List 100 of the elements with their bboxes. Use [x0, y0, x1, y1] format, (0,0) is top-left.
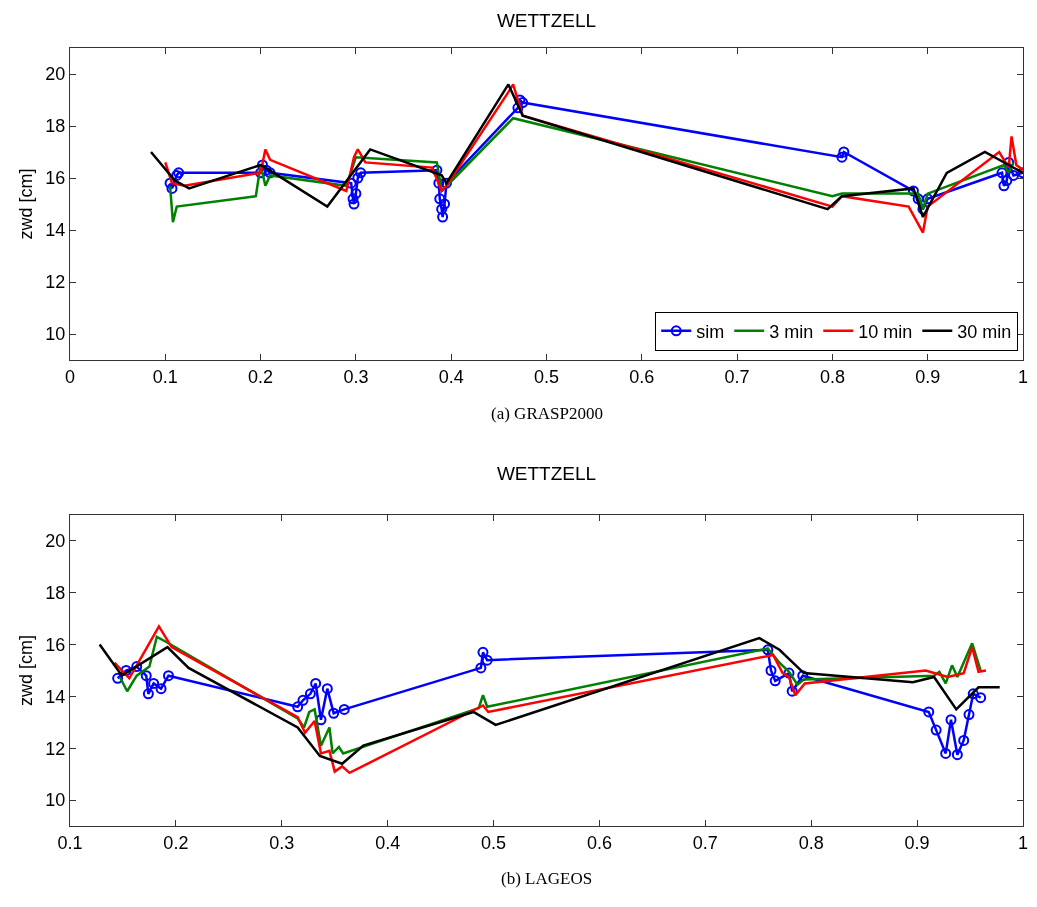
- x-tick-label: 0.2: [248, 366, 274, 387]
- y-tick-label: 12: [45, 272, 66, 293]
- x-tick-label: 1: [1017, 366, 1029, 387]
- point: [437, 211, 449, 223]
- x-tick-label: 0.4: [438, 366, 464, 387]
- point: [112, 672, 124, 684]
- x-tick-label: 0.7: [724, 366, 750, 387]
- point: [998, 180, 1010, 192]
- point: [338, 703, 350, 715]
- x-tick-label: 0.3: [269, 832, 295, 853]
- line-series: [113, 625, 988, 775]
- x-tick-label: 0.1: [152, 366, 178, 387]
- legend-label: 3 min: [769, 321, 814, 342]
- y-tick-label: 10: [45, 790, 66, 811]
- point: [155, 683, 167, 695]
- point: [355, 167, 367, 179]
- point: [348, 198, 360, 210]
- point: [762, 644, 774, 656]
- point: [912, 193, 924, 205]
- point: [166, 182, 178, 194]
- point: [797, 670, 809, 682]
- x-tick-label: 0.9: [904, 832, 930, 853]
- y-tick-label: 18: [45, 583, 66, 604]
- y-tick-label: 12: [45, 738, 66, 759]
- point: [140, 670, 152, 682]
- point: [431, 164, 443, 176]
- point: [475, 662, 487, 674]
- point: [1007, 169, 1019, 181]
- point: [923, 706, 935, 718]
- point: [481, 654, 493, 666]
- point: [347, 193, 359, 205]
- point: [321, 683, 333, 695]
- x-tick-label: 0.3: [343, 366, 369, 387]
- x-tick-label: 0.7: [692, 832, 718, 853]
- point: [439, 198, 451, 210]
- point: [963, 709, 975, 721]
- point: [352, 172, 364, 184]
- text: (b) LAGEOS: [501, 869, 593, 888]
- point: [310, 677, 322, 689]
- point: [967, 688, 979, 700]
- y-tick-label: 14: [45, 686, 66, 707]
- y-axis-title: zwd [cm]: [15, 634, 36, 707]
- point: [257, 159, 269, 171]
- point: [120, 665, 132, 676]
- x-tick-label: 0.4: [375, 832, 401, 853]
- chart-title: WETTZELL: [496, 463, 597, 485]
- x-tick-label: 0.9: [915, 366, 941, 387]
- y-axis-title: zwd [cm]: [15, 168, 36, 240]
- point: [786, 685, 798, 697]
- point: [945, 714, 957, 726]
- point: [350, 188, 362, 200]
- point: [328, 707, 340, 719]
- point: [436, 203, 448, 215]
- text: (a) GRASP2000: [491, 404, 603, 423]
- x-tick-label: 0.8: [819, 366, 845, 387]
- point: [975, 692, 987, 704]
- point: [836, 151, 848, 163]
- point: [958, 734, 970, 746]
- x-tick-label: 0.8: [798, 832, 824, 853]
- x-tick-label: 1: [1017, 832, 1029, 853]
- point: [148, 677, 160, 689]
- x-tick-label: 0: [64, 366, 76, 387]
- x-tick-label: 0.1: [57, 832, 83, 853]
- legend-label: sim: [696, 321, 725, 342]
- point: [838, 146, 850, 158]
- x-tick-label: 0.6: [586, 832, 612, 853]
- legend-label: 10 min: [858, 321, 913, 342]
- y-tick-label: 16: [45, 168, 66, 189]
- point: [940, 747, 952, 759]
- point: [477, 646, 489, 658]
- point: [907, 185, 919, 197]
- point: [996, 167, 1008, 179]
- point: [951, 749, 963, 761]
- point: [765, 665, 777, 676]
- x-tick-label: 0.5: [481, 832, 507, 853]
- point: [131, 661, 143, 673]
- x-tick-label: 0.2: [163, 832, 189, 853]
- point: [769, 675, 781, 687]
- point: [162, 670, 174, 682]
- y-tick-label: 14: [45, 220, 66, 241]
- y-tick-label: 20: [45, 64, 66, 85]
- point: [292, 701, 304, 713]
- x-tick-label: 0.5: [533, 366, 560, 387]
- point: [922, 193, 934, 205]
- point: [164, 177, 176, 189]
- y-tick-label: 18: [45, 116, 66, 137]
- point: [930, 724, 942, 736]
- point: [142, 688, 154, 700]
- point: [512, 102, 524, 114]
- chart-title: WETTZELL: [496, 10, 597, 32]
- y-tick-label: 20: [45, 531, 66, 552]
- legend-label: 30 min: [957, 321, 1012, 342]
- point: [440, 177, 452, 189]
- point: [264, 167, 276, 179]
- point: [433, 177, 445, 189]
- point: [315, 714, 327, 726]
- y-tick-label: 10: [45, 324, 66, 345]
- point: [783, 667, 795, 679]
- y-tick-label: 16: [45, 634, 66, 655]
- x-tick-label: 0.6: [629, 366, 655, 387]
